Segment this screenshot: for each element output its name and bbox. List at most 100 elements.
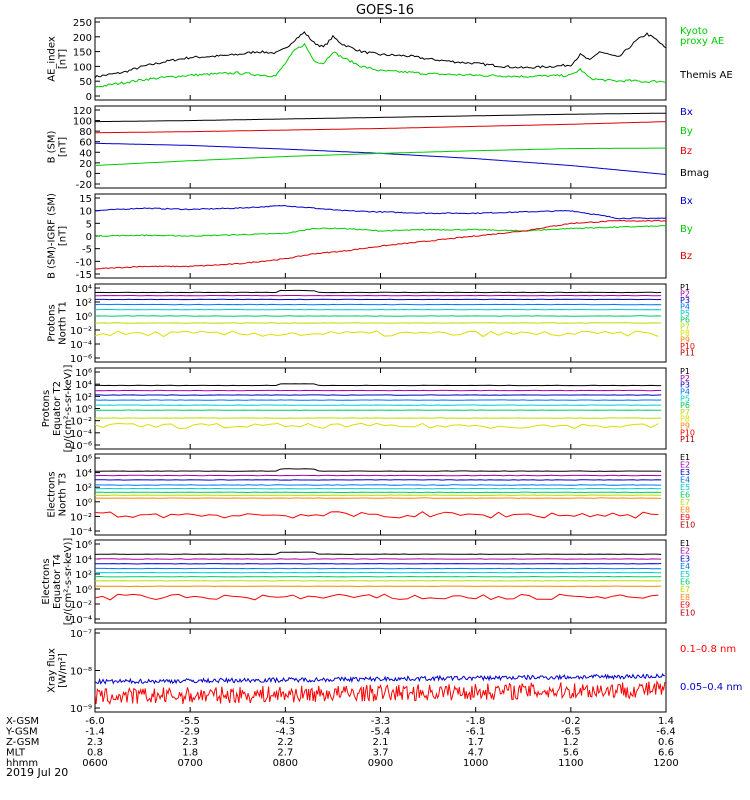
y-tick-label: 150 xyxy=(73,48,92,59)
y-tick-label: 0 xyxy=(86,232,92,243)
legend-e4: E4 xyxy=(680,476,690,485)
y-tick-label: 10⁻⁴ xyxy=(70,429,92,440)
y-axis-label: Equator T2 xyxy=(52,381,63,436)
y-axis-label: [nT] xyxy=(58,49,69,69)
legend-p4: P4 xyxy=(680,303,690,312)
y-axis-label: North T1 xyxy=(58,301,69,345)
legend-bz: Bz xyxy=(680,146,692,157)
y-tick-label: 10⁰ xyxy=(75,498,92,509)
y-tick-label: 50 xyxy=(79,77,92,88)
flux-channel-8 xyxy=(95,497,662,499)
legend-e8: E8 xyxy=(680,506,690,515)
legend-e5: E5 xyxy=(680,570,690,579)
flux-channel-8 xyxy=(95,330,659,338)
axis-row-value: 0800 xyxy=(273,758,298,769)
legend-e3: E3 xyxy=(680,554,690,563)
legend-p2: P2 xyxy=(680,290,690,299)
legend-bmag: Bmag xyxy=(680,168,709,179)
axis-row-value: -3.3 xyxy=(371,716,391,727)
axis-row-value: -6.1 xyxy=(466,727,486,738)
y-tick-label: 10⁻⁴ xyxy=(70,527,92,538)
axis-row-value: -0.2 xyxy=(561,716,581,727)
y-tick-label: 15 xyxy=(79,194,92,205)
legend-e10: E10 xyxy=(680,608,695,617)
panel-frame xyxy=(94,539,667,624)
y-tick-label: 10⁻⁷ xyxy=(70,629,92,640)
y-axis-label: [p/(cm²-s-sr-keV)] xyxy=(63,365,74,453)
series-by xyxy=(95,224,666,237)
axis-row-value: 1.7 xyxy=(468,737,484,748)
legend-e1: E1 xyxy=(680,453,690,462)
y-tick-label: 10⁻² xyxy=(70,417,92,428)
legend-p7: P7 xyxy=(680,322,690,331)
legend-e9: E9 xyxy=(680,601,690,610)
legend-e9: E9 xyxy=(680,513,690,522)
flux-channel-9 xyxy=(95,593,659,601)
series-group xyxy=(95,112,666,175)
legend-p8: P8 xyxy=(680,329,690,338)
axis-row-value: -6.4 xyxy=(656,727,676,738)
legend-e7: E7 xyxy=(680,585,690,594)
axis-row-label: MLT xyxy=(6,748,26,759)
axis-row-value: -1.8 xyxy=(466,716,486,727)
series-group xyxy=(95,204,666,270)
axis-row-label: Y-GSM xyxy=(5,727,38,738)
legend-bz: Bz xyxy=(680,251,692,262)
legend-p6: P6 xyxy=(680,316,690,325)
y-axis-label: Protons xyxy=(47,304,58,341)
legend-p5: P5 xyxy=(680,394,690,403)
legend-p3: P3 xyxy=(680,381,690,390)
series-group xyxy=(95,468,662,519)
flux-channel-1 xyxy=(95,468,662,472)
series-kyoto-proxy-ae xyxy=(95,42,666,89)
axis-row-value: 0600 xyxy=(82,758,107,769)
y-axis-label: [nT] xyxy=(58,137,69,157)
axis-row-value: -5.4 xyxy=(371,727,391,738)
axis-row-value: -2.9 xyxy=(180,727,200,738)
legend-e3: E3 xyxy=(680,468,690,477)
axis-row-value: 1.4 xyxy=(658,716,674,727)
y-tick-label: 0 xyxy=(86,169,92,180)
y-tick-label: 100 xyxy=(73,117,92,128)
panel-et4: 10⁶ 10⁴ 10² 10⁰ 10⁻² 10⁻⁴ Electrons Equator T4[… xyxy=(41,538,695,626)
y-tick-label: 10² xyxy=(75,570,92,581)
y-axis-label: Electrons xyxy=(41,558,52,604)
y-tick-label: 120 xyxy=(73,106,92,117)
legend-proxy-ae: proxy AE xyxy=(680,36,724,47)
plot-title: GOES-16 xyxy=(356,3,414,18)
series-group xyxy=(95,673,666,705)
axis-row-value: -1.4 xyxy=(85,727,105,738)
y-tick-label: 10⁰ xyxy=(75,312,92,323)
y-axis-label: B (SM) xyxy=(47,130,58,163)
y-tick-label: 10⁻² xyxy=(70,512,92,523)
legend-p1: P1 xyxy=(680,367,690,376)
series-group xyxy=(95,551,662,601)
legend-p10: P10 xyxy=(680,428,695,437)
legend-p10: P10 xyxy=(680,342,695,351)
y-axis-label: [W/m²] xyxy=(58,653,69,688)
y-tick-label: 10⁴ xyxy=(75,380,92,391)
legend-p1: P1 xyxy=(680,283,690,292)
y-tick-label: 10² xyxy=(75,392,92,403)
legend-kyoto: Kyoto xyxy=(680,26,708,37)
y-tick-label: 10⁻⁶ xyxy=(70,354,92,365)
series-0-05-0-4-nm xyxy=(95,673,665,685)
y-tick-label: 10² xyxy=(75,483,92,494)
axis-row-value: 1.8 xyxy=(182,748,198,759)
y-tick-label: 10⁻⁶ xyxy=(70,441,92,452)
panel-frame xyxy=(94,105,667,189)
legend-e6: E6 xyxy=(680,578,690,587)
series-themis-ae xyxy=(95,31,666,79)
axis-row-value: -6.5 xyxy=(561,727,581,738)
series-bz xyxy=(95,219,666,270)
y-axis-label: Protons xyxy=(41,390,52,427)
legend-e10: E10 xyxy=(680,521,695,530)
y-tick-label: 100 xyxy=(73,62,92,73)
y-tick-label: 10⁴ xyxy=(75,469,92,480)
legend-e6: E6 xyxy=(680,491,690,500)
series-0-1-0-8-nm xyxy=(95,680,666,705)
legend-0-1-0-8-nm: 0.1–0.8 nm xyxy=(680,644,736,655)
